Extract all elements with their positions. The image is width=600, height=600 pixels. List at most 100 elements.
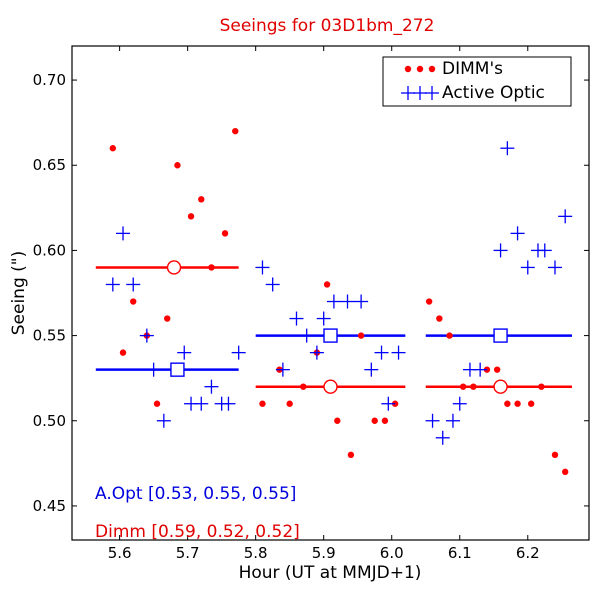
active-optic-point [435, 430, 450, 445]
active-optic-point [139, 328, 154, 343]
dimm-point [561, 468, 569, 476]
active-optic-point [255, 260, 270, 275]
dimm-mean-marker [493, 379, 508, 394]
active-optic-point [354, 294, 369, 309]
dimm-mean-marker [323, 379, 338, 394]
active-optic-point [289, 311, 304, 326]
active-optic-point [558, 209, 573, 224]
active-optic-point [510, 226, 525, 241]
dimm-point [425, 298, 433, 305]
legend: DIMM's Active Optic [382, 56, 572, 107]
active-optic-point [309, 345, 324, 360]
legend-active-optic-label: Active Optic [442, 83, 545, 103]
dimm-point [130, 298, 137, 305]
active-optic-point [265, 277, 280, 292]
x-tick-label: 5.6 [108, 544, 132, 562]
active-optic-point [316, 311, 331, 326]
dimm-point [259, 400, 266, 407]
active-optic-mean-marker [170, 362, 185, 377]
dimm-point [459, 383, 467, 390]
dimm-annotation: Dimm [0.59, 0.52, 0.52] [95, 522, 300, 542]
active-optic-point [126, 277, 141, 292]
legend-dimm-dot [428, 65, 436, 73]
active-optic-point [425, 413, 440, 428]
y-tick-label: 0.65 [33, 156, 66, 174]
dimm-point [371, 417, 378, 424]
dimm-point [493, 366, 501, 373]
x-tick-label: 6.2 [516, 544, 540, 562]
axis-ticks: 5.6 5.7 5.8 5.9 6.0 6.1 6.2 0.45 0.50 0.55 0.60 0.6… [33, 46, 589, 562]
chart-title: Seeings for 03D1bm_272 [220, 16, 435, 36]
dimm-point [198, 196, 205, 203]
x-tick-label: 6.1 [448, 544, 472, 562]
legend-dimm-dot [404, 65, 412, 73]
dimm-point [446, 332, 453, 339]
y-axis-label: Seeing (") [9, 251, 29, 336]
dimm-point [286, 400, 293, 407]
plot-frame [71, 45, 590, 541]
legend-box [382, 56, 572, 107]
active-optic-point [299, 328, 314, 343]
active-optic-point [194, 396, 209, 411]
dimm-point [119, 349, 127, 356]
active-optic-point [391, 345, 406, 360]
dimm-point [153, 400, 161, 407]
x-tick-label: 5.8 [244, 544, 268, 562]
dimm-point [436, 315, 443, 322]
plot-marks [95, 127, 573, 476]
dimm-point [300, 383, 307, 390]
y-tick-label: 0.45 [33, 497, 66, 515]
active-optic-point [374, 345, 389, 360]
legend-dimm-marker [404, 65, 436, 73]
dimm-point [208, 264, 215, 271]
dimm-point [551, 451, 559, 459]
active-optic-point [381, 396, 396, 411]
active-optic-point [520, 260, 535, 275]
dimm-point [187, 213, 195, 220]
dimm-point [538, 383, 545, 390]
x-axis-label: Hour (UT at MMJD+1) [239, 563, 422, 583]
y-tick-label: 0.50 [33, 412, 66, 430]
aopt-annotation: A.Opt [0.53, 0.55, 0.55] [95, 484, 296, 504]
active-optic-mean-marker [323, 328, 338, 343]
dimm-point [381, 417, 389, 424]
dimm-mean-marker [166, 260, 182, 275]
dimm-point [504, 400, 511, 407]
active-optic-point [493, 243, 508, 258]
dimm-point [514, 400, 521, 407]
dimm-point [221, 230, 229, 237]
dimm-point [164, 315, 171, 322]
legend-dimm-dot [416, 65, 424, 73]
active-optic-point [326, 294, 341, 309]
x-tick-label: 5.9 [312, 544, 336, 562]
dimm-point [357, 332, 365, 339]
dimm-point [334, 417, 341, 424]
legend-dimm-label: DIMM's [442, 59, 503, 79]
dimm-point [347, 451, 355, 459]
active-optic-point [340, 294, 355, 309]
active-optic-point [275, 362, 290, 377]
y-tick-label: 0.70 [33, 71, 66, 89]
active-optic-point [221, 396, 236, 411]
dimm-point [109, 145, 117, 152]
dimm-point [232, 127, 239, 135]
y-tick-label: 0.55 [33, 327, 66, 345]
x-tick-label: 5.7 [176, 544, 200, 562]
active-optic-point [547, 260, 562, 275]
active-optic-point [146, 362, 161, 377]
active-optic-point [177, 345, 192, 360]
dimm-point [323, 281, 331, 288]
active-optic-point [445, 413, 460, 428]
active-optic-point [204, 379, 219, 394]
active-optic-point [116, 226, 131, 241]
active-optic-point [105, 277, 120, 292]
dimm-point [174, 162, 181, 169]
active-optic-point [364, 362, 379, 377]
active-optic-point [500, 141, 515, 156]
active-optic-point [537, 243, 552, 258]
active-optic-point [473, 362, 488, 377]
legend-active-optic-marker [401, 86, 439, 100]
active-optic-point [156, 413, 171, 428]
active-optic-point [231, 345, 246, 360]
